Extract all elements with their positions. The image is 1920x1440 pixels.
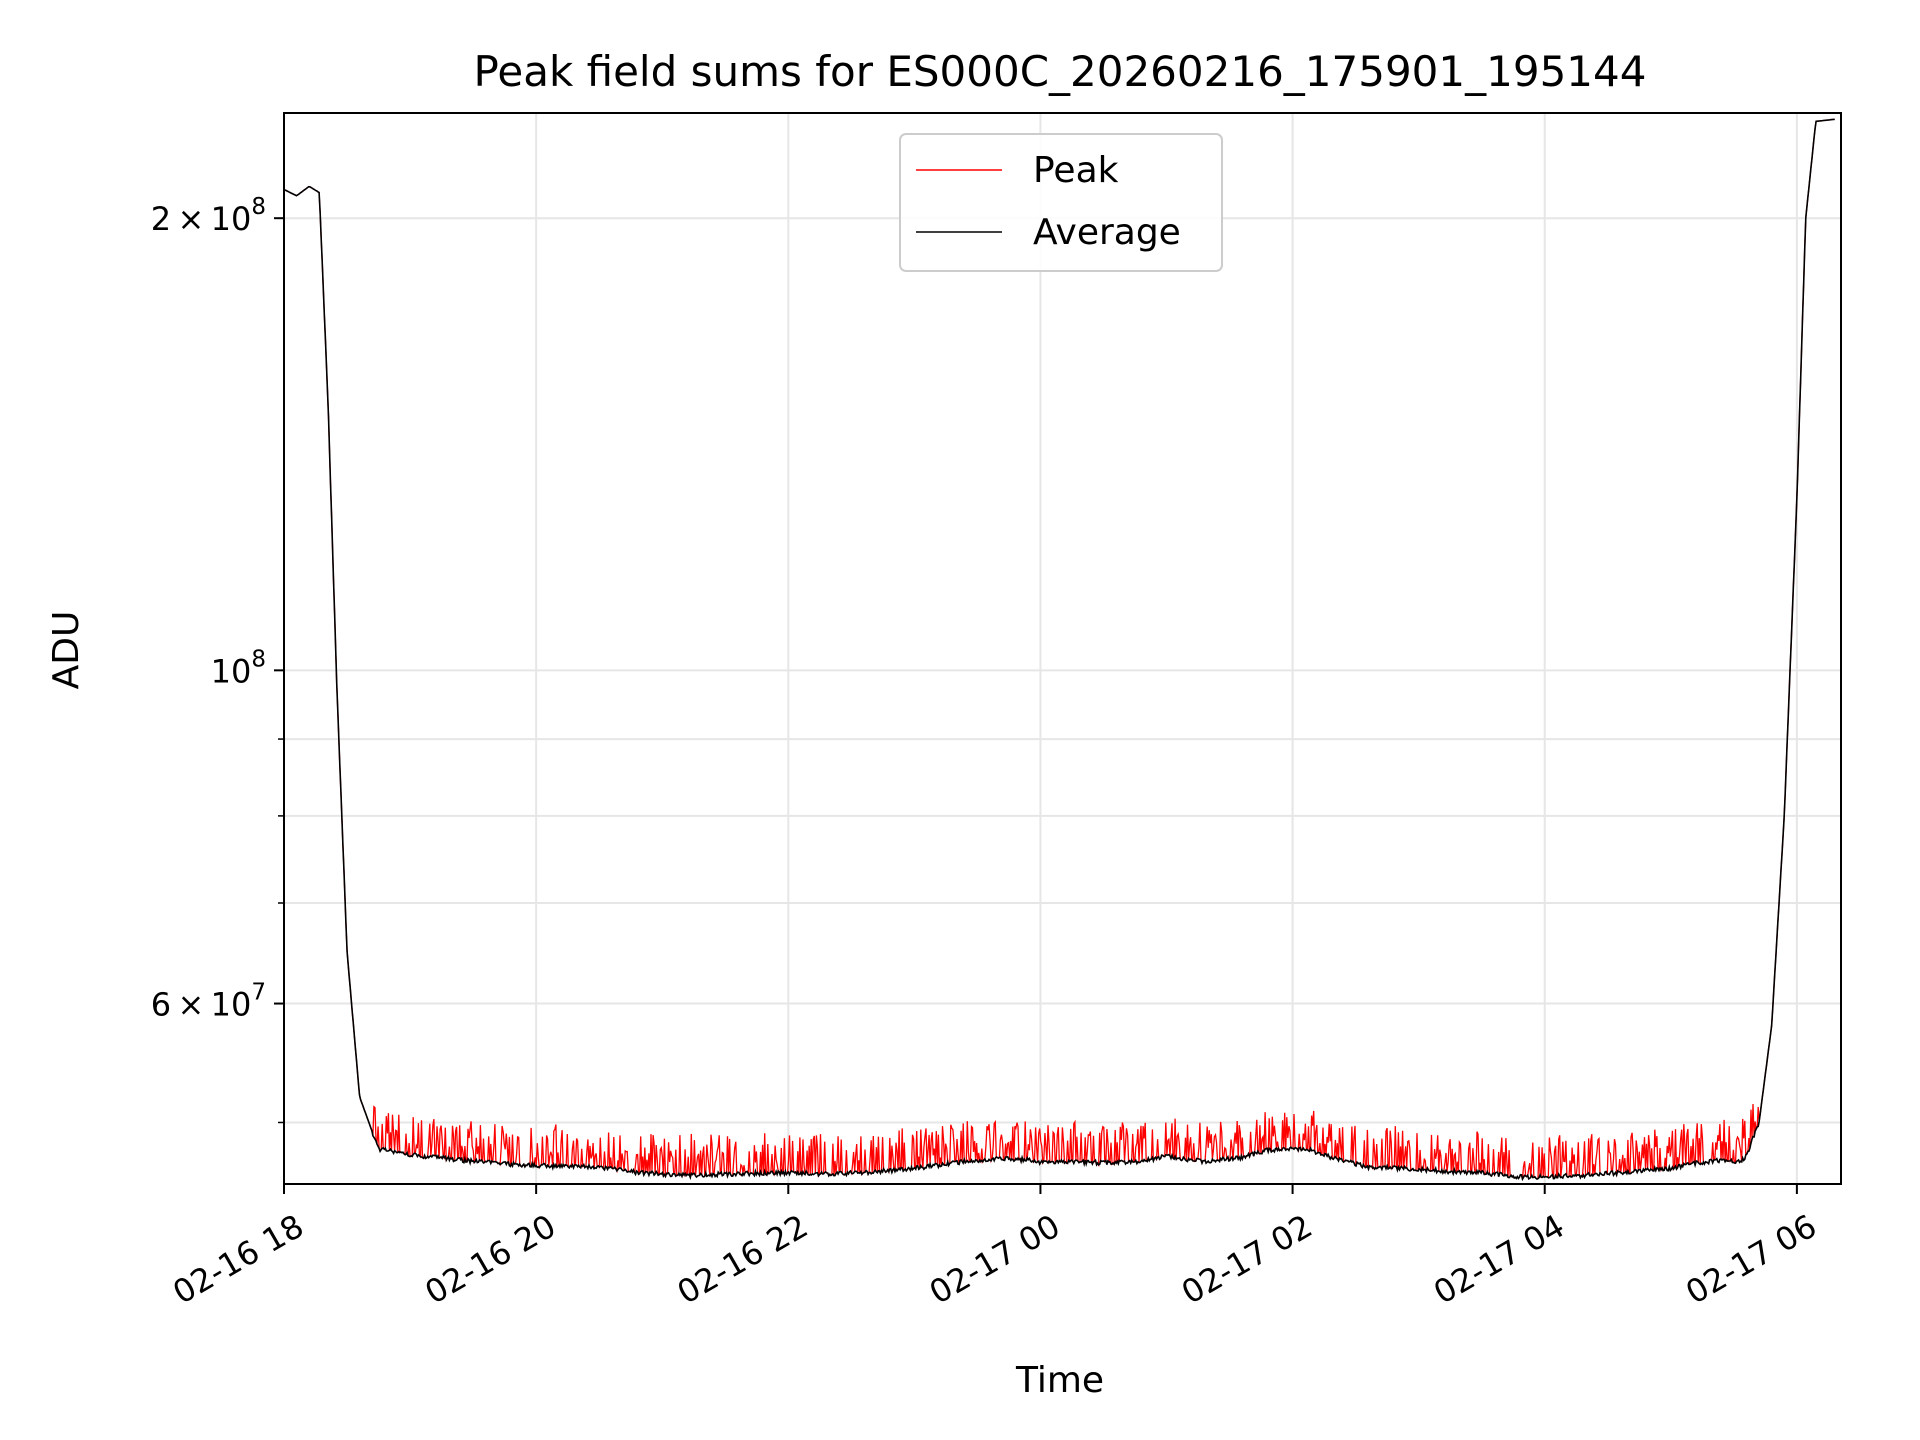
x-axis-label: Time (1015, 1360, 1104, 1401)
y-tick-label: 6 × 107 (151, 980, 266, 1024)
y-tick-label: 2 × 108 (151, 194, 266, 238)
series-average-line (283, 118, 1835, 1182)
y-tick-label: 108 (211, 646, 266, 690)
y-axis-label: ADU (46, 611, 87, 690)
legend-average-label: Average (1033, 212, 1181, 253)
plot-frame (283, 112, 1842, 1185)
chart-title: Peak field sums for ES000C_20260216_1759… (474, 47, 1647, 96)
legend: Peak Average (899, 133, 1223, 272)
legend-peak-label: Peak (1033, 150, 1119, 191)
legend-box (899, 133, 1223, 272)
plot-area (283, 118, 1835, 1182)
